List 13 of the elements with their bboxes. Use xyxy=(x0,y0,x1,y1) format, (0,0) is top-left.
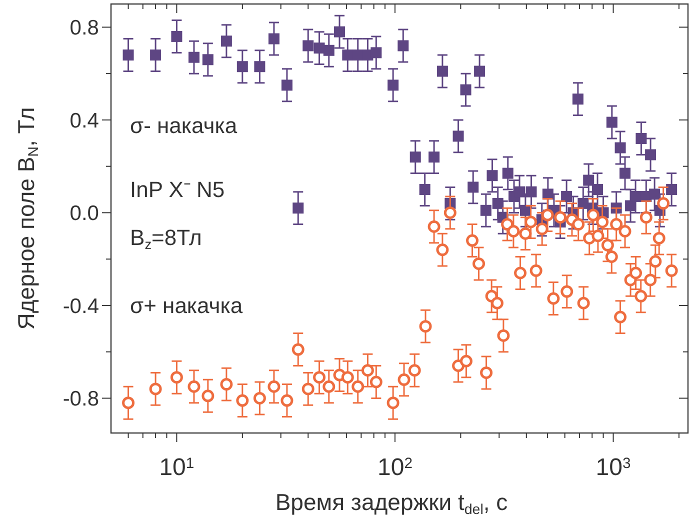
y-tick-label: 0.8 xyxy=(70,16,99,40)
annotation: σ+ накачка xyxy=(130,293,244,318)
x-tick-label: 10$^{2}$ xyxy=(377,454,412,481)
y-tick-label: -0.8 xyxy=(62,388,99,411)
y-tick-label: 0.0 xyxy=(70,202,99,226)
x-tick-label: 10$^{3}$ xyxy=(596,454,631,481)
annotation: B$_{z}$=8Тл xyxy=(130,225,202,252)
y-tick-label: 0.4 xyxy=(70,109,100,132)
x-axis-title: Время задержки t$_{del}$, с xyxy=(275,489,508,518)
annotation: σ- накачка xyxy=(130,113,238,138)
y-tick-label: -0.4 xyxy=(62,294,100,318)
x-tick-label: 10$^{1}$ xyxy=(159,454,194,481)
annotation: InP X⁻ N5 xyxy=(130,177,225,202)
